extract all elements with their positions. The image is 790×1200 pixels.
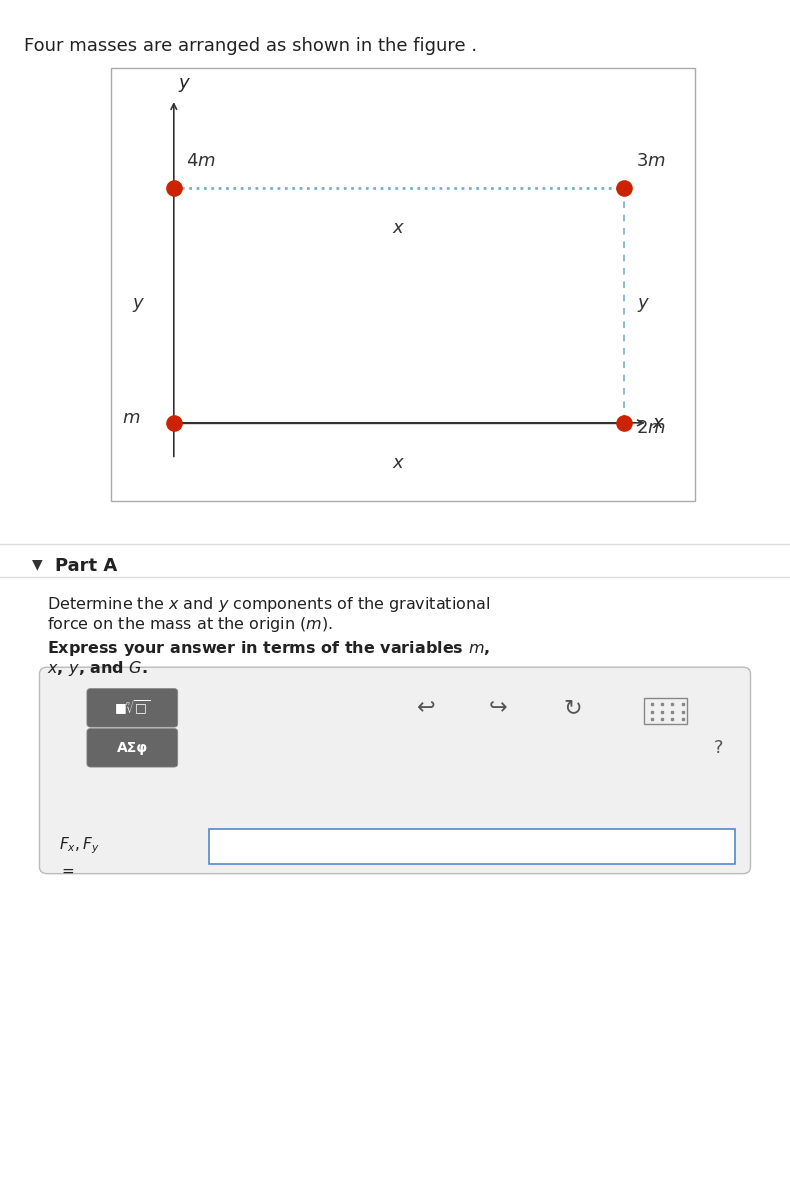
Text: AΣφ: AΣφ (117, 740, 148, 755)
Text: Four masses are arranged as shown in the figure .: Four masses are arranged as shown in the… (24, 36, 477, 54)
Text: Determine the $x$ and $y$ components of the gravitational: Determine the $x$ and $y$ components of … (47, 595, 491, 614)
Text: ?: ? (714, 739, 724, 757)
FancyBboxPatch shape (209, 829, 735, 864)
Text: $x$, $y$, and $G$.: $x$, $y$, and $G$. (47, 659, 149, 678)
Point (618, 413, 630, 432)
Text: ↪: ↪ (488, 698, 507, 718)
FancyBboxPatch shape (644, 698, 687, 725)
Text: $\blacksquare \sqrt[n]{□}$: $\blacksquare \sqrt[n]{□}$ (115, 698, 150, 718)
Text: $F_x, F_y$: $F_x, F_y$ (59, 835, 100, 856)
FancyBboxPatch shape (87, 728, 178, 767)
Text: $3m$: $3m$ (636, 151, 665, 169)
Point (167, 413, 180, 432)
FancyBboxPatch shape (111, 68, 695, 502)
FancyBboxPatch shape (40, 667, 750, 874)
Text: ▼: ▼ (32, 557, 42, 571)
Text: $y$: $y$ (132, 296, 145, 314)
Text: $x$: $x$ (393, 220, 405, 238)
Text: $2m$: $2m$ (636, 419, 665, 437)
Text: force on the mass at the origin ($m$).: force on the mass at the origin ($m$). (47, 616, 333, 635)
Text: $4m$: $4m$ (186, 151, 216, 169)
Text: ↩: ↩ (417, 698, 436, 718)
Text: $m$: $m$ (122, 408, 141, 427)
Text: $x$: $x$ (652, 414, 665, 432)
Text: $x$: $x$ (393, 454, 405, 472)
Point (618, 179, 630, 198)
FancyBboxPatch shape (87, 689, 178, 727)
Point (167, 179, 180, 198)
Text: Part A: Part A (55, 557, 118, 575)
Text: ↻: ↻ (563, 698, 582, 718)
Text: $y$: $y$ (178, 76, 191, 94)
Text: $y$: $y$ (638, 296, 650, 314)
Text: Express your answer in terms of the variables $m$,: Express your answer in terms of the vari… (47, 640, 491, 659)
Text: $=$: $=$ (59, 863, 75, 877)
